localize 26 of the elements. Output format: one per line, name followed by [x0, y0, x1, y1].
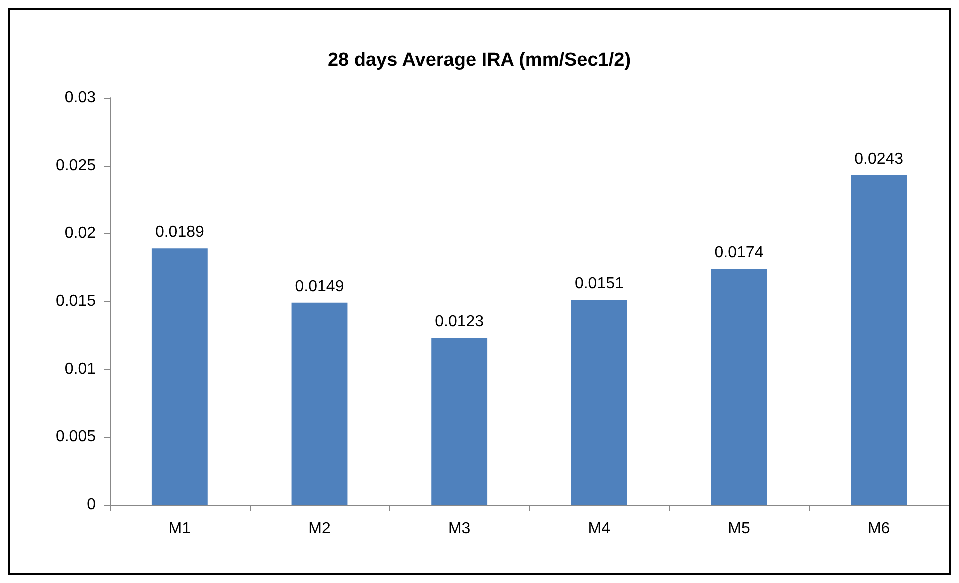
data-label: 0.0189 — [155, 224, 204, 242]
data-label: 0.0243 — [854, 150, 904, 168]
data-label: 0.0123 — [435, 314, 484, 331]
y-tick-label: 0.025 — [56, 157, 96, 174]
bar — [292, 302, 348, 505]
x-tick-label: M3 — [448, 520, 471, 538]
y-tick-label: 0.01 — [64, 360, 96, 378]
bar — [432, 338, 488, 505]
bar — [571, 300, 628, 505]
x-tick-label: M6 — [868, 520, 890, 538]
chart-title: 28 days Average IRA (mm/Sec1/2) — [328, 50, 632, 71]
y-tick-label: 0.015 — [56, 293, 96, 310]
y-tick-label: 0.005 — [56, 428, 96, 446]
bar — [152, 248, 208, 505]
y-tick-label: 0.02 — [64, 225, 96, 242]
bar — [851, 175, 908, 505]
y-tick-label: 0 — [87, 496, 96, 514]
bar — [711, 268, 768, 505]
x-tick-label: M4 — [588, 520, 611, 538]
data-label: 0.0149 — [295, 278, 344, 296]
x-tick-label: M5 — [728, 520, 750, 538]
y-tick-label: 0.03 — [64, 90, 96, 106]
x-tick-label: M1 — [168, 520, 192, 538]
x-tick-label: M2 — [308, 520, 331, 538]
data-label: 0.0174 — [714, 244, 764, 262]
data-label: 0.0151 — [574, 276, 624, 293]
